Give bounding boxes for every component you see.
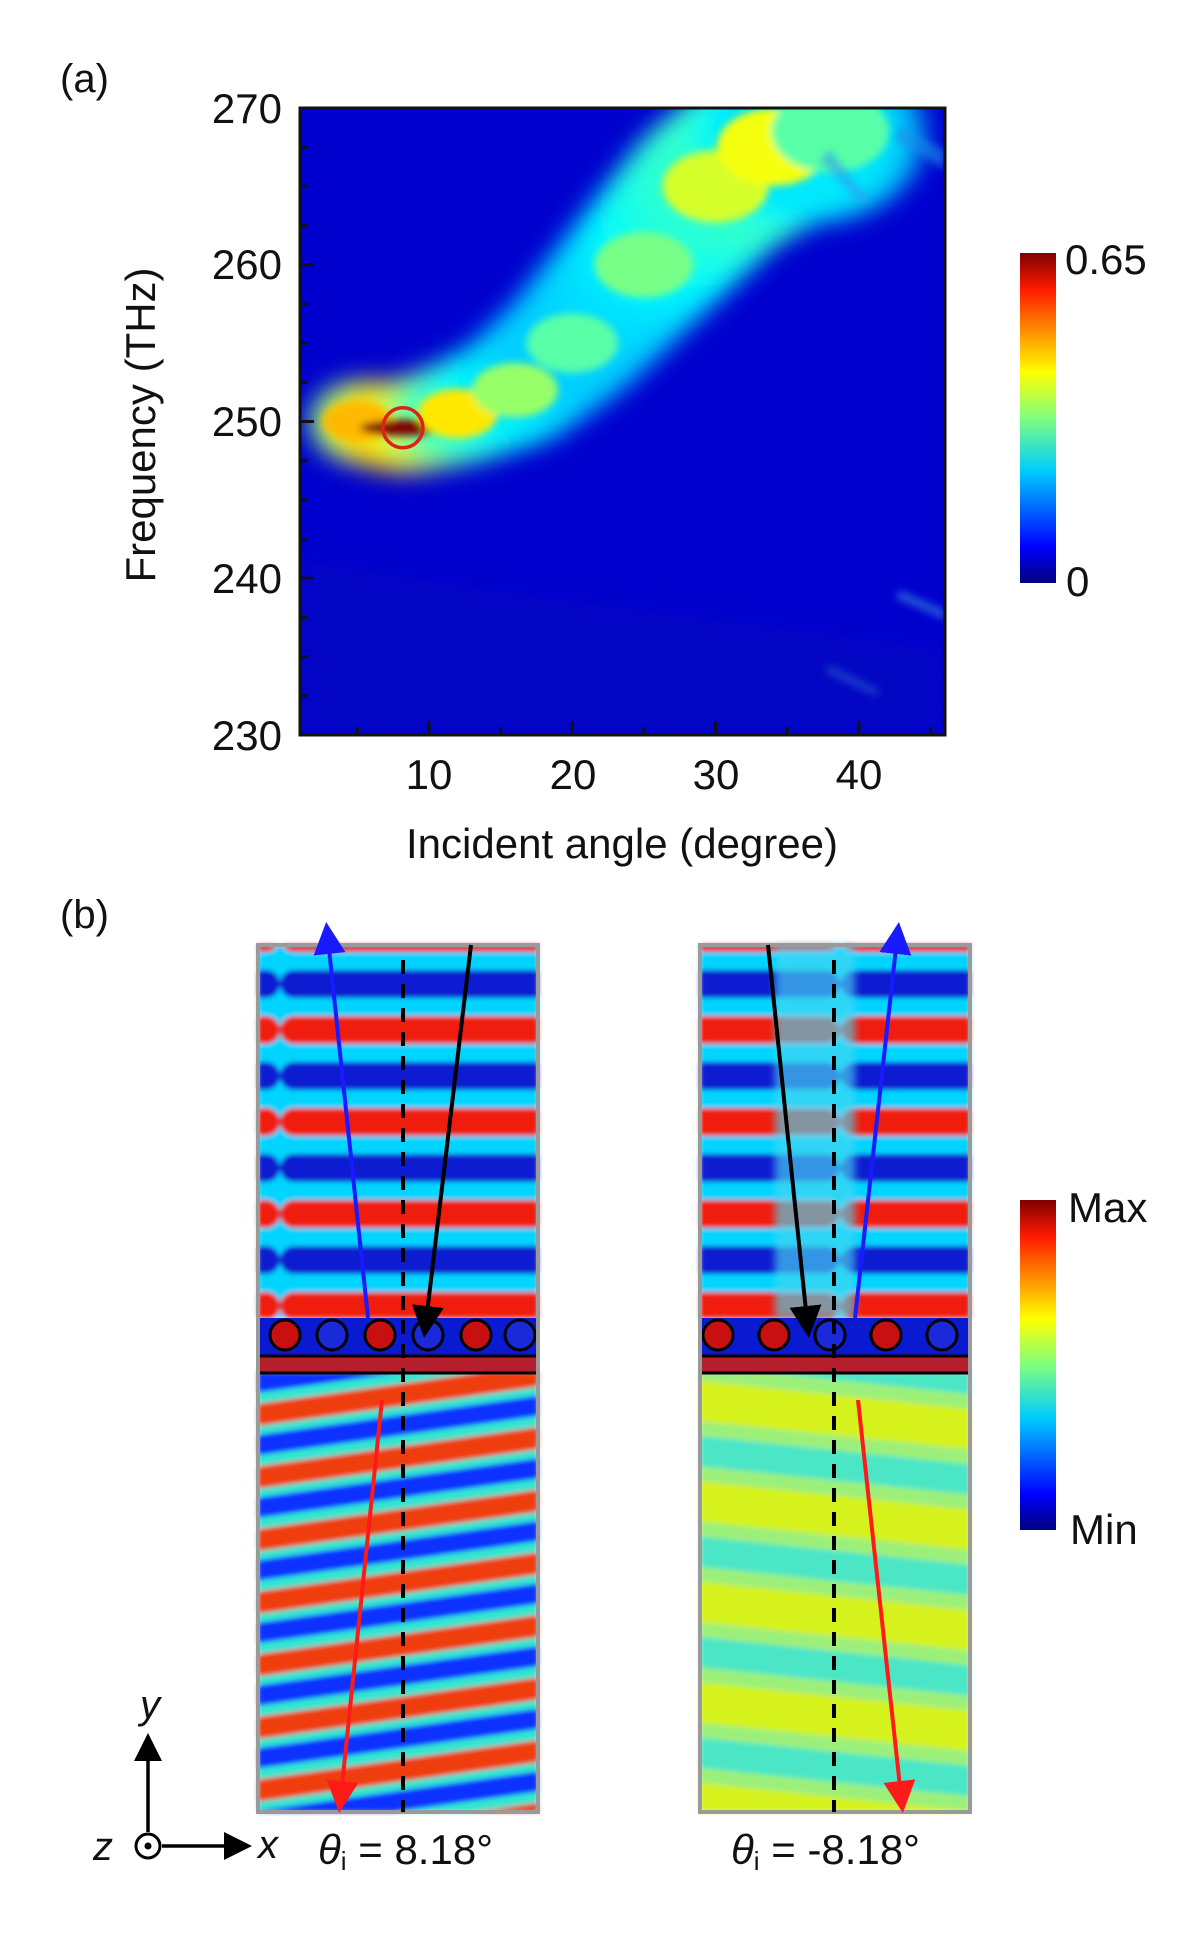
field-left-grating <box>258 1357 538 1373</box>
theta-symbol: θ <box>318 1826 341 1873</box>
axis-ticks <box>300 106 933 737</box>
theta-symbol: θ <box>731 1826 754 1873</box>
scatterer <box>268 1318 302 1352</box>
scatterer <box>411 1318 445 1352</box>
scatterers-right <box>701 1318 959 1352</box>
colorbar-b-min-label: Min <box>1070 1506 1138 1553</box>
field-left-frame <box>256 943 540 1814</box>
colorbar-a-min-label: 0 <box>1066 558 1089 605</box>
scatterer <box>363 1318 397 1352</box>
field-left-top <box>258 945 538 1318</box>
scatterers-left <box>268 1318 537 1352</box>
incident-arrow <box>766 944 822 1338</box>
x-tick-label: 40 <box>836 751 883 798</box>
theta-value: = -8.18° <box>760 1826 920 1873</box>
x-tick-labels: 10 20 30 40 <box>406 751 883 798</box>
field-right-grating <box>700 1357 970 1373</box>
panel-b-label: (b) <box>60 893 109 937</box>
theta-subscript: i <box>341 1846 347 1876</box>
field-left-bottom <box>258 1372 538 1812</box>
scatterer <box>701 1318 735 1352</box>
colorbar-a-gradient <box>1020 253 1056 583</box>
y-tick-label: 260 <box>212 241 282 288</box>
colorbar-a: 0.65 0 <box>1020 236 1147 605</box>
x-axis-label: Incident angle (degree) <box>406 820 838 867</box>
x-tick-label: 20 <box>550 751 597 798</box>
theta-label-left: θi = 8.18° <box>318 1826 493 1876</box>
heatmap-ridge-point <box>472 362 558 418</box>
transmitted-arrow <box>326 1399 384 1813</box>
scatterer <box>925 1318 959 1352</box>
z-axis-letter: z <box>92 1825 113 1869</box>
z-axis-dot <box>144 1842 152 1850</box>
scatterer <box>503 1318 537 1352</box>
heatmap-dark-band <box>300 560 945 735</box>
field-map-left <box>256 922 540 1814</box>
incident-arrow <box>411 944 473 1338</box>
x-tick-label: 10 <box>406 751 453 798</box>
heatmap-ridge-point <box>771 108 890 173</box>
y-tick-label: 240 <box>212 555 282 602</box>
heatmap-ridge <box>305 108 928 474</box>
y-axis-label: Frequency (THz) <box>117 267 164 582</box>
reflected-arrow <box>313 922 370 1319</box>
scatterer <box>459 1318 493 1352</box>
x-tick-label: 30 <box>693 751 740 798</box>
colorbar-b: Max Min <box>1020 1184 1147 1553</box>
heatmap-core <box>322 108 890 442</box>
resonance-marker <box>381 406 425 450</box>
scatterer <box>315 1318 349 1352</box>
field-map-right <box>698 922 972 1814</box>
heatmap-ridge-point <box>594 231 694 298</box>
theta-subscript: i <box>754 1846 760 1876</box>
colorbar-b-max-label: Max <box>1068 1184 1147 1231</box>
y-axis-letter: y <box>137 1683 163 1727</box>
scatterer <box>757 1318 791 1352</box>
coordinate-axes: y z x <box>92 1683 280 1869</box>
heatmap-field <box>300 108 945 735</box>
z-axis-symbol <box>134 1832 162 1860</box>
heatmap-ridge-point <box>526 313 619 373</box>
reflected-arrow <box>853 922 912 1319</box>
theta-label-right: θi = -8.18° <box>731 1826 920 1876</box>
y-tick-label: 250 <box>212 398 282 445</box>
y-tick-label: 270 <box>212 85 282 132</box>
scatterer <box>813 1318 847 1352</box>
x-axis-letter: x <box>256 1823 280 1867</box>
panel-a-label: (a) <box>60 57 109 101</box>
y-tick-labels: 230 240 250 260 270 <box>212 85 282 759</box>
scatterer <box>869 1318 903 1352</box>
colorbar-a-max-label: 0.65 <box>1065 236 1147 283</box>
panel-a-plot <box>298 106 947 737</box>
transmitted-arrow <box>856 1399 916 1813</box>
theta-value: = 8.18° <box>347 1826 493 1873</box>
y-tick-label: 230 <box>212 712 282 759</box>
colorbar-b-gradient <box>1020 1200 1056 1530</box>
